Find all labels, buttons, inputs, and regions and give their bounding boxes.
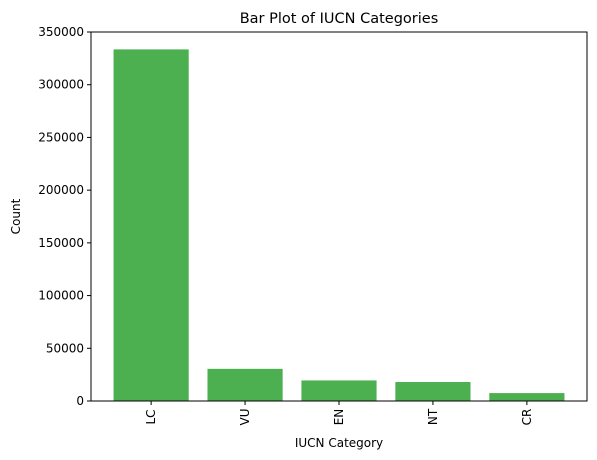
y-tick-label-0: 0 <box>76 394 84 408</box>
y-tick-label-250000: 250000 <box>38 130 84 144</box>
x-tick-label-en: EN <box>332 409 346 426</box>
chart-title: Bar Plot of IUCN Categories <box>240 11 439 27</box>
y-tick-label-350000: 350000 <box>38 25 84 39</box>
y-tick-label-150000: 150000 <box>38 236 84 250</box>
bars-group <box>113 49 565 401</box>
x-tick-label-nt: NT <box>426 408 440 425</box>
plot-frame <box>90 31 588 402</box>
x-tick-label-cr: CR <box>520 409 534 426</box>
y-tick-label-300000: 300000 <box>38 78 84 92</box>
x-tick-label-vu: VU <box>238 409 252 426</box>
bar-cr <box>489 393 565 401</box>
y-tick-label-100000: 100000 <box>38 289 84 303</box>
y-axis-label: Count <box>9 198 23 234</box>
bar-lc <box>113 49 189 401</box>
x-axis: LC VU EN NT CR <box>144 401 534 426</box>
bar-nt <box>395 382 471 401</box>
x-axis-label: IUCN Category <box>295 436 383 450</box>
y-tick-label-50000: 50000 <box>46 341 84 355</box>
y-axis: 0 50000 100000 150000 200000 250000 300000 3500… <box>38 25 91 408</box>
bar-en <box>301 380 377 401</box>
bar-vu <box>207 368 283 401</box>
x-tick-label-lc: LC <box>144 409 158 424</box>
y-tick-label-200000: 200000 <box>38 183 84 197</box>
